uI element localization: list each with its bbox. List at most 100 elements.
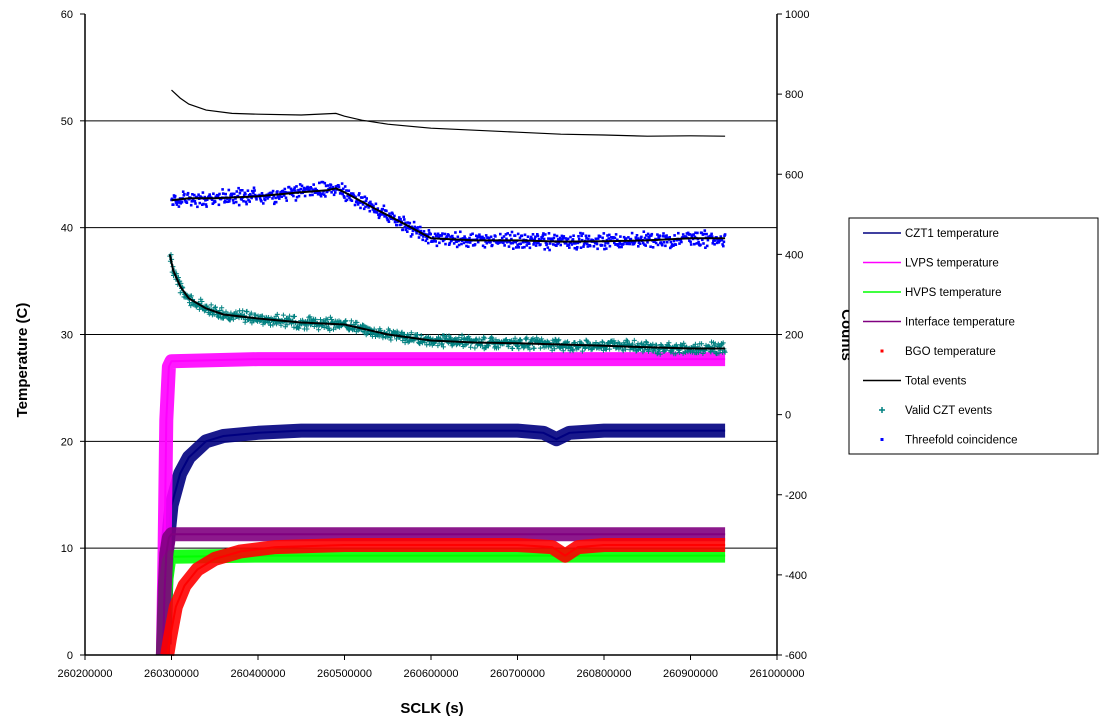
- data-point: [613, 241, 616, 245]
- data-point: [232, 201, 235, 205]
- data-point: [476, 336, 482, 342]
- data-point: [519, 242, 522, 245]
- data-point: [252, 186, 256, 190]
- data-point: [585, 339, 591, 345]
- data-point: [368, 209, 372, 213]
- data-point: [623, 346, 629, 352]
- y-axis-title: Temperature (C): [14, 303, 31, 418]
- data-point: [581, 232, 585, 235]
- series-czt1-temperature: [157, 423, 726, 645]
- data-point: [534, 244, 538, 247]
- data-point: [204, 199, 207, 202]
- data-point: [705, 244, 709, 248]
- data-point: [190, 200, 194, 203]
- data-point: [278, 197, 281, 200]
- data-point: [345, 198, 349, 202]
- data-point: [700, 231, 703, 235]
- data-point: [337, 185, 341, 189]
- data-point: [255, 198, 258, 201]
- data-point: [472, 345, 478, 351]
- data-point: [280, 195, 283, 198]
- data-point: [537, 237, 541, 241]
- data-point: [569, 235, 572, 239]
- data-point: [542, 232, 545, 235]
- data-point: [308, 193, 312, 197]
- data-point: [459, 332, 465, 338]
- data-point: [274, 196, 277, 200]
- data-point: [661, 243, 664, 247]
- data-point: [186, 193, 189, 196]
- data-point: [258, 197, 262, 200]
- data-point: [415, 332, 420, 337]
- data-point: [287, 185, 291, 189]
- data-point: [495, 345, 501, 351]
- data-point: [518, 242, 521, 246]
- data-point: [436, 232, 440, 236]
- data-point: [466, 334, 472, 340]
- data-point: [650, 232, 654, 236]
- data-point: [348, 196, 351, 200]
- data-point: [553, 233, 556, 237]
- data-point: [217, 308, 223, 313]
- data-point: [402, 215, 405, 219]
- data-point: [686, 231, 690, 235]
- data-point: [285, 199, 288, 202]
- data-point: [244, 192, 247, 196]
- data-point: [448, 335, 454, 341]
- data-point: [244, 308, 250, 314]
- data-point: [271, 189, 275, 193]
- axes: [80, 13, 782, 660]
- legend-item: Valid CZT events: [879, 405, 992, 417]
- data-point: [517, 337, 523, 342]
- data-point: [205, 198, 209, 201]
- data-point: [722, 349, 728, 355]
- y-tick-label: 30: [61, 330, 73, 342]
- data-point: [577, 235, 580, 238]
- y2-tick-label: 1000: [785, 9, 809, 21]
- data-point: [418, 333, 424, 339]
- data-point: [231, 192, 234, 196]
- legend-box: [848, 217, 1099, 455]
- data-point: [550, 237, 554, 241]
- data-point: [552, 243, 555, 246]
- data-point: [289, 187, 293, 191]
- data-point: [506, 232, 509, 235]
- data-point: [644, 244, 647, 247]
- data-point: [322, 193, 326, 196]
- data-point: [324, 184, 328, 188]
- data-point: [562, 235, 566, 238]
- data-point: [594, 237, 598, 241]
- data-point: [483, 237, 486, 240]
- data-point: [230, 194, 234, 198]
- data-point: [240, 308, 246, 314]
- data-point: [587, 237, 590, 241]
- data-point: [476, 240, 480, 244]
- x-tick-label: 260900000: [663, 668, 718, 680]
- data-point: [270, 192, 274, 195]
- data-point: [434, 240, 437, 243]
- legend-label: LVPS temperature: [905, 258, 999, 270]
- data-point: [570, 348, 576, 354]
- series-line: [161, 358, 726, 656]
- data-point: [175, 203, 179, 206]
- data-point: [246, 189, 250, 192]
- legend-item: BGO temperature: [880, 346, 996, 358]
- data-point: [405, 226, 408, 229]
- data-point: [415, 231, 418, 235]
- data-point: [584, 234, 588, 238]
- data-point: [654, 351, 660, 357]
- data-point: [608, 233, 611, 237]
- data-point: [555, 338, 561, 344]
- data-point: [722, 240, 726, 244]
- data-point: [249, 193, 252, 196]
- data-point: [527, 346, 533, 352]
- data-point: [630, 231, 634, 235]
- legend-label: Total events: [905, 376, 967, 388]
- data-point: [178, 200, 181, 203]
- data-point: [491, 243, 494, 247]
- x-tick-label: 260400000: [230, 668, 285, 680]
- data-point: [274, 311, 280, 317]
- data-point: [276, 190, 279, 193]
- data-point: [532, 243, 535, 246]
- data-point: [662, 348, 668, 354]
